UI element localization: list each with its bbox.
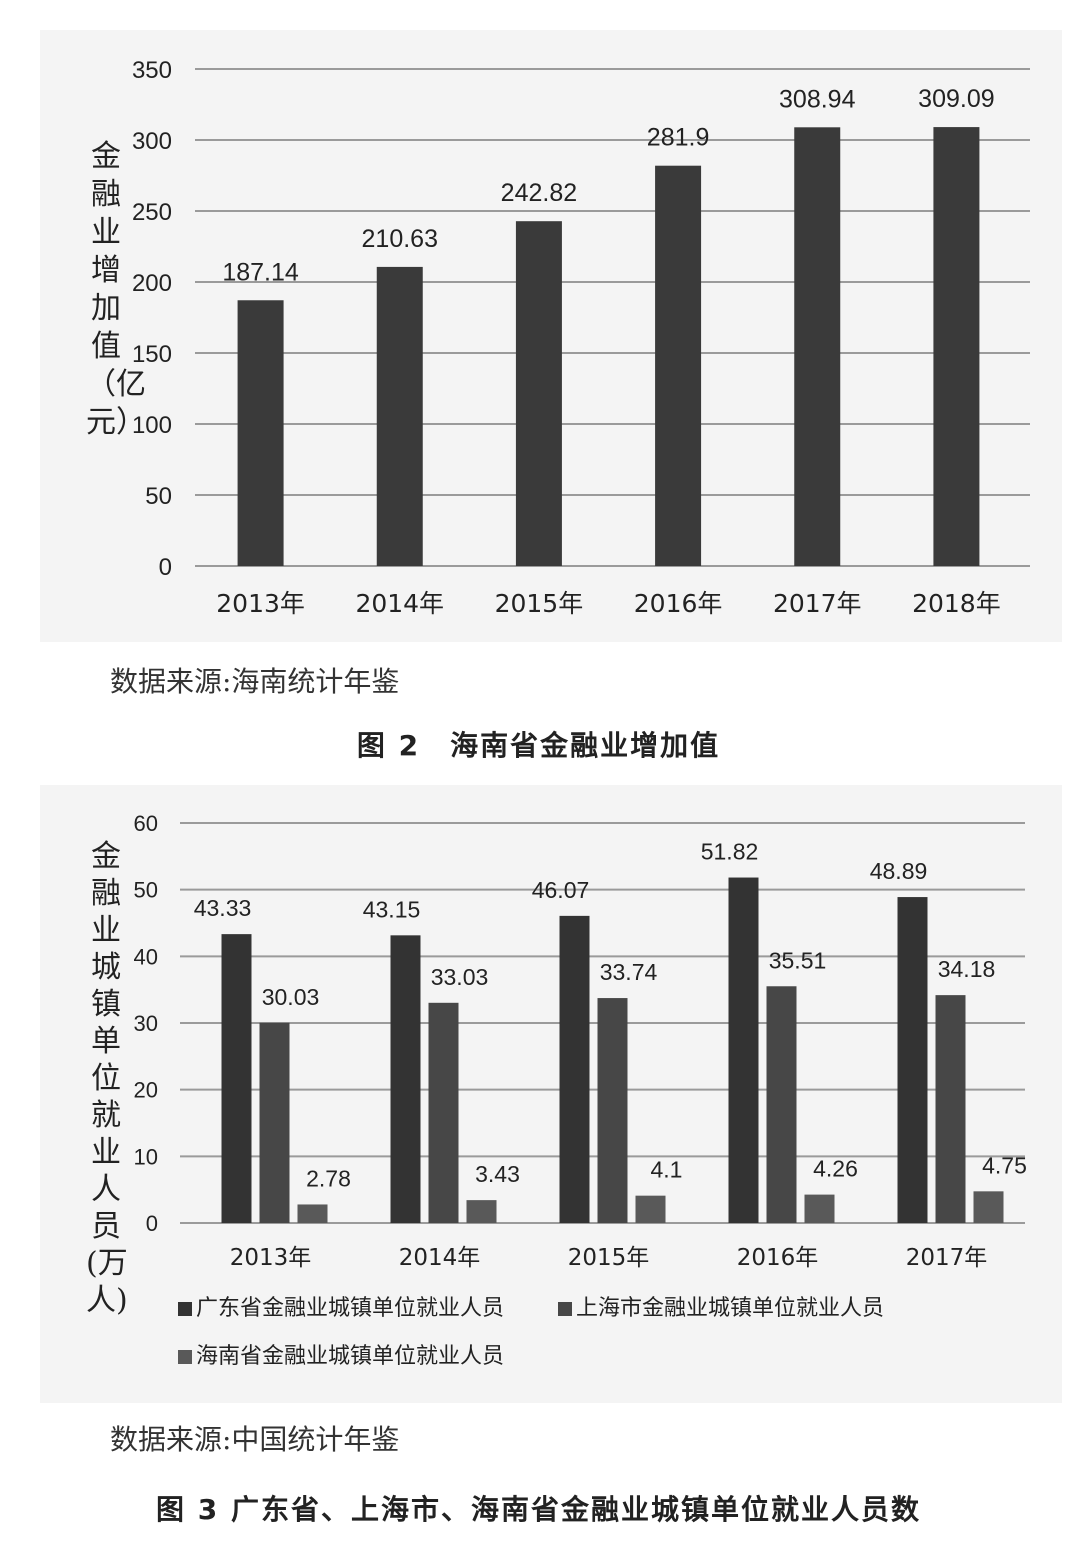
chart2-data-label: 35.51 [769, 947, 827, 973]
chart2-data-label: 3.43 [475, 1161, 520, 1187]
chart2-x-tick-label: 2015年 [568, 1245, 650, 1271]
chart1-data-label: 309.09 [918, 85, 994, 113]
chart1-data-label: 210.63 [362, 225, 438, 253]
chart2-data-label: 2.78 [306, 1165, 351, 1191]
chart2-data-label: 33.03 [431, 964, 489, 990]
chart1-x-tick-label: 2016年 [634, 589, 723, 618]
chart2-y-tick-label: 0 [146, 1211, 158, 1236]
chart1-bar [515, 221, 562, 566]
chart2-bar [259, 1022, 290, 1223]
chart2-bar [466, 1200, 497, 1223]
chart2-data-label: 30.03 [262, 984, 320, 1010]
legend-item-guangdong: 广东省金融业城镇单位就业人员 [178, 1290, 504, 1322]
chart2-y-axis-label: 金融业城镇单位就业人员(万人) [86, 839, 128, 1318]
legend-label-guangdong: 广东省金融业城镇单位就业人员 [196, 1296, 505, 1321]
chart2-y-tick-label: 20 [134, 1078, 158, 1103]
chart2-data-label: 48.89 [870, 858, 928, 884]
chart2-y-tick-label: 50 [134, 878, 158, 903]
legend-item-shanghai: 上海市金融业城镇单位就业人员 [558, 1290, 884, 1322]
chart2-bar [635, 1195, 666, 1223]
chart1-x-tick-label: 2013年 [216, 589, 305, 618]
chart1-y-tick-label: 250 [132, 199, 172, 226]
chart2-y-tick-label: 60 [134, 811, 158, 836]
chart2-bar [221, 934, 252, 1223]
chart1-y-tick-label: 150 [132, 341, 172, 368]
chart1-x-tick-label: 2015年 [495, 589, 584, 618]
chart1-y-tick-label: 0 [159, 554, 172, 581]
chart2-bar [297, 1204, 328, 1223]
chart2-y-tick-label: 40 [134, 944, 158, 969]
chart2-data-label: 4.75 [982, 1152, 1027, 1178]
chart2-data-label: 46.07 [532, 877, 590, 903]
legend-label-hainan: 海南省金融业城镇单位就业人员 [196, 1344, 505, 1369]
legend-label-shanghai: 上海市金融业城镇单位就业人员 [576, 1296, 885, 1321]
chart1-x-tick-label: 2017年 [773, 589, 862, 618]
chart1-y-tick-label: 350 [132, 57, 172, 84]
chart1-y-tick-label: 300 [132, 128, 172, 155]
chart2-x-tick-label: 2014年 [399, 1245, 481, 1271]
chart2-data-source: 数据来源:中国统计年鉴 [110, 1423, 400, 1456]
legend-swatch-shanghai [558, 1302, 572, 1316]
chart1-data-label: 242.82 [501, 179, 577, 207]
chart1-bar [933, 127, 980, 567]
chart1-data-label: 187.14 [222, 258, 299, 286]
chart2-data-label: 43.33 [194, 895, 252, 921]
chart1-x-tick-label: 2014年 [355, 589, 444, 618]
chart2-x-tick-label: 2017年 [906, 1245, 988, 1271]
chart2-bar [597, 998, 628, 1223]
chart2-data-label: 51.82 [701, 839, 759, 865]
chart1-x-tick-label: 2018年 [912, 589, 1001, 618]
chart2-data-label: 34.18 [938, 956, 996, 982]
chart1-y-tick-label: 50 [145, 483, 172, 510]
chart-panel-employment [40, 785, 1062, 1403]
chart2-data-label: 43.15 [363, 896, 421, 922]
chart2-y-tick-label: 30 [134, 1011, 158, 1036]
legend-swatch-hainan [178, 1350, 192, 1364]
chart1-y-axis-label: 金融业增加值（亿元） [86, 139, 146, 440]
chart2-bar [728, 877, 759, 1223]
chart2-bar [935, 995, 966, 1223]
chart2-bar [766, 986, 797, 1223]
chart1-data-label: 281.9 [647, 124, 710, 152]
chart2-data-label: 4.26 [813, 1156, 858, 1182]
chart1-bar [794, 127, 841, 566]
chart2-bar [804, 1194, 835, 1223]
chart1-financial-value-bar-chart: 0 50 100 150 200 250 300 350 187.14 2013年 210.63 20… [132, 57, 1030, 618]
legend-swatch-guangdong [178, 1302, 192, 1316]
chart1-bar [237, 300, 284, 566]
chart2-x-tick-label: 2016年 [737, 1245, 819, 1271]
chart2-bar [897, 897, 928, 1223]
chart2-bar [973, 1191, 1004, 1223]
chart1-data-source: 数据来源:海南统计年鉴 [110, 665, 400, 698]
chart2-y-tick-label: 10 [134, 1144, 158, 1169]
chart2-employment-bar-chart: 0 10 20 30 40 50 60 43.33 30.03 2.78 2013年 43.15 33.… [134, 811, 1027, 1271]
chart1-bar [655, 165, 702, 566]
chart2-data-label: 33.74 [600, 959, 658, 985]
figure2-caption: 图 2 海南省金融业增加值 [356, 729, 721, 762]
legend-item-hainan: 海南省金融业城镇单位就业人员 [178, 1338, 504, 1370]
chart2-bar [390, 935, 421, 1223]
chart2-bar [559, 915, 590, 1223]
chart1-y-tick-label: 100 [132, 412, 172, 439]
chart2-x-tick-label: 2013年 [230, 1245, 312, 1271]
chart1-y-tick-label: 200 [132, 270, 172, 297]
chart2-bar [428, 1002, 459, 1223]
chart1-bar [376, 266, 423, 566]
chart1-data-label: 308.94 [779, 85, 856, 113]
figure3-caption: 图 3 广东省、上海市、海南省金融业城镇单位就业人员数 [156, 1493, 921, 1526]
chart2-data-label: 4.1 [651, 1157, 683, 1183]
